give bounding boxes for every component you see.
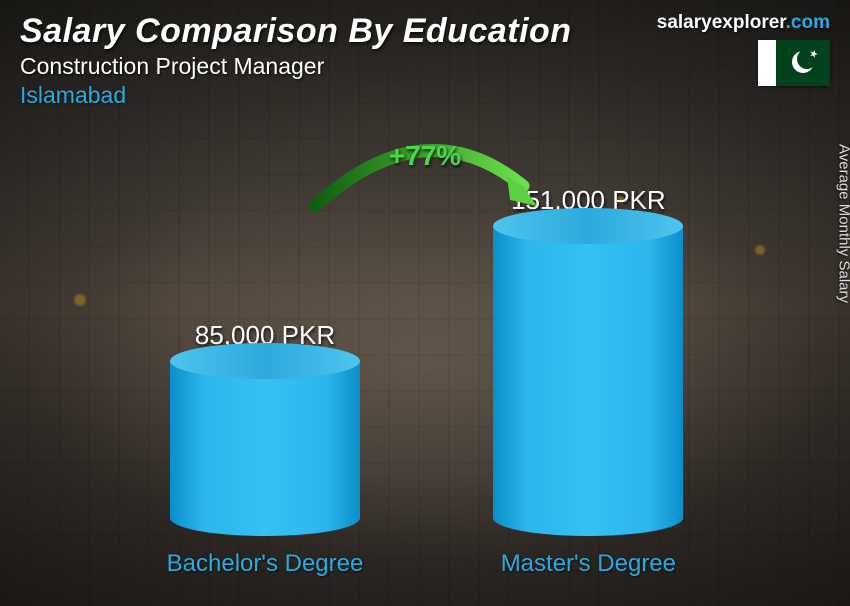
header: Salary Comparison By Education Construct… <box>20 12 830 109</box>
page-subtitle: Construction Project Manager <box>20 53 572 80</box>
bar-3d <box>493 226 683 536</box>
brand-name: salaryexplorer <box>657 12 786 33</box>
bar-category-label: Master's Degree <box>501 550 676 578</box>
brand-and-flag: salaryexplorer.com ★ <box>657 12 830 86</box>
increase-arrow: +77% <box>285 128 565 228</box>
city-label: Islamabad <box>20 82 572 109</box>
percent-increase: +77% <box>389 140 461 172</box>
bar-masters: 151,000 PKR Master's Degree <box>493 185 683 578</box>
brand-logo: salaryexplorer.com <box>657 12 830 34</box>
bar-bachelors: 85,000 PKR Bachelor's Degree <box>167 320 364 578</box>
brand-suffix: .com <box>786 12 830 33</box>
page-title: Salary Comparison By Education <box>20 12 572 51</box>
bar-3d <box>170 361 360 536</box>
bar-category-label: Bachelor's Degree <box>167 550 364 578</box>
pakistan-flag-icon: ★ <box>758 40 830 86</box>
title-block: Salary Comparison By Education Construct… <box>20 12 572 109</box>
